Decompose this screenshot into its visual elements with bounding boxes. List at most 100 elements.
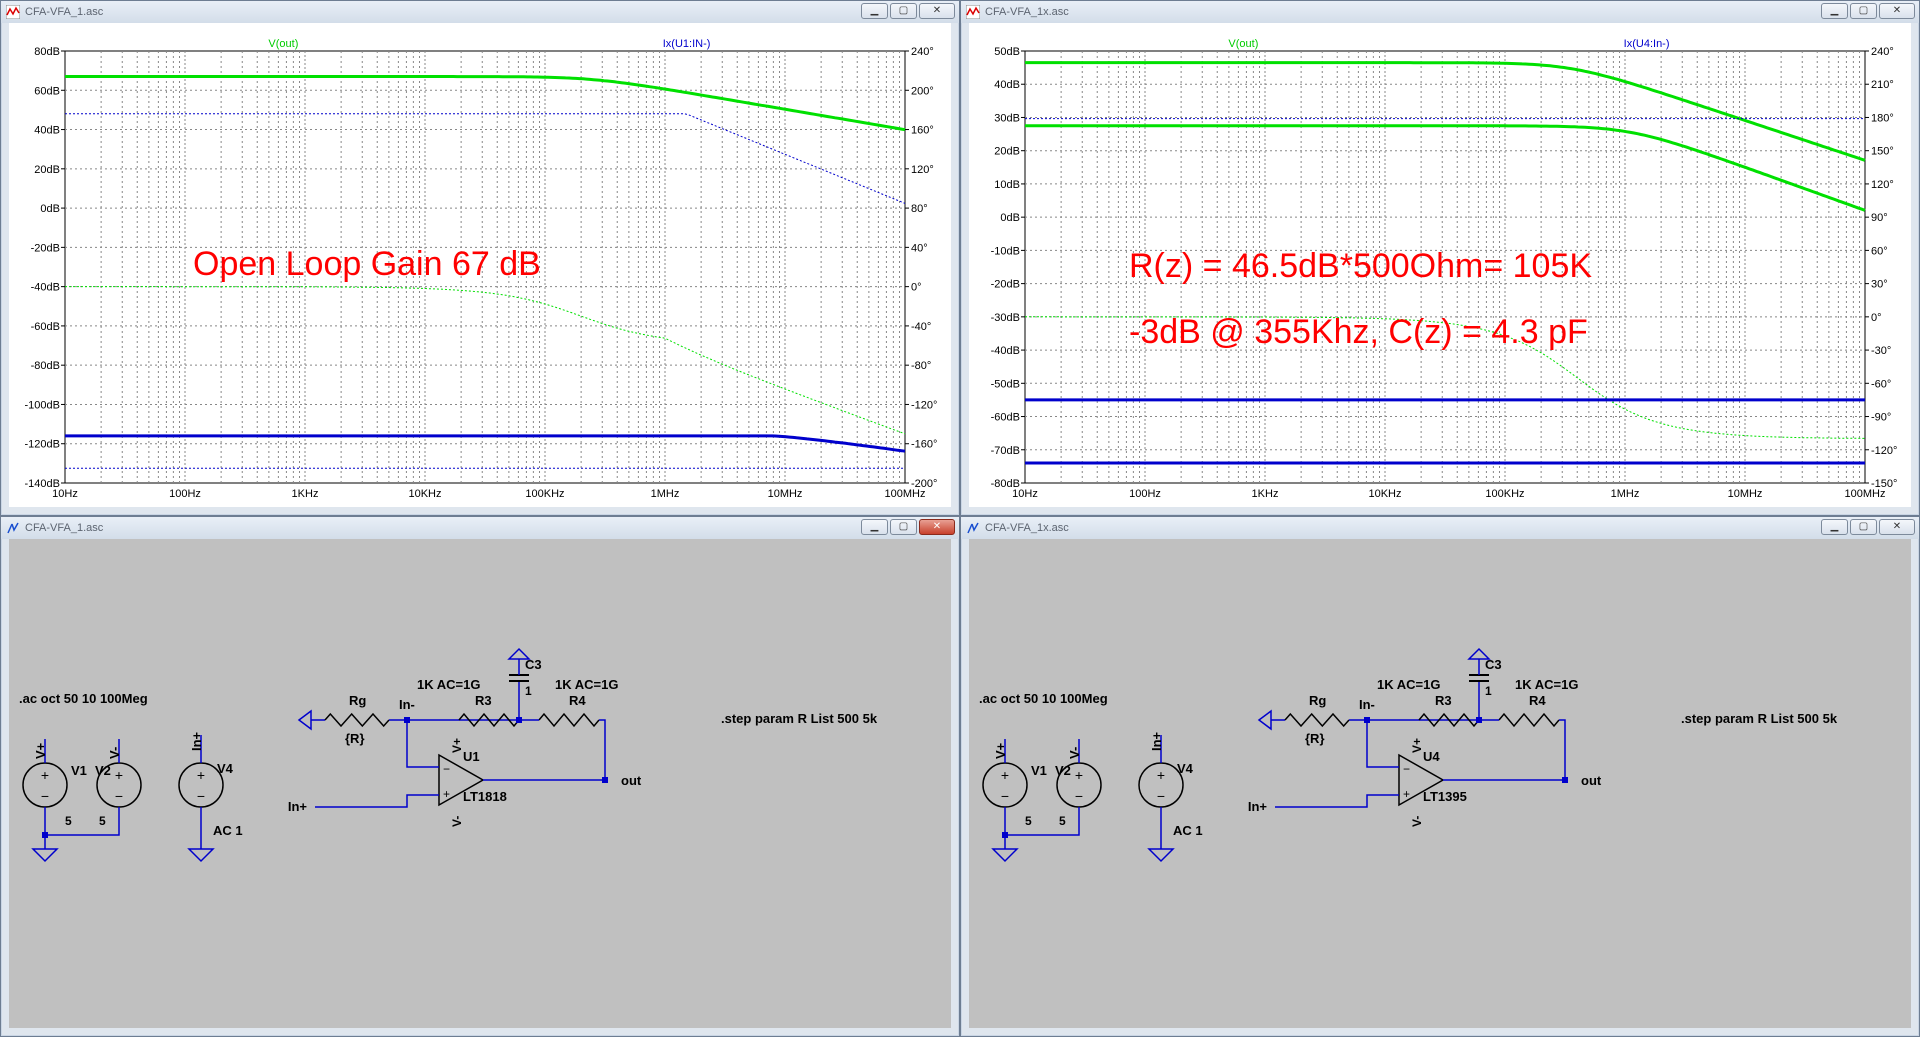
- trace-phase: [1025, 316, 1865, 439]
- v2-value: 5: [99, 814, 106, 828]
- in-minus-net-label: In-: [1359, 697, 1375, 712]
- bode-plot-2[interactable]: 50dB 240° 40dB 210° 30dB 180° 20dB 150° 10dB 120°…: [969, 23, 1913, 509]
- maximize-button[interactable]: ▢: [890, 3, 917, 19]
- right-tick-label: -30°: [1871, 345, 1891, 357]
- v1-value: 5: [65, 814, 72, 828]
- close-button[interactable]: ✕: [919, 519, 955, 535]
- plot-window-2-titlebar[interactable]: CFA-VFA_1x.asc ▁ ▢ ✕: [961, 1, 1919, 23]
- maximize-icon: ▢: [1858, 521, 1869, 532]
- minimize-button[interactable]: ▁: [1821, 3, 1848, 19]
- minimize-button[interactable]: ▁: [1821, 519, 1848, 535]
- resistor-r3: [458, 712, 520, 728]
- ac-directive: .ac oct 50 10 100Meg: [19, 691, 148, 706]
- minimize-button[interactable]: ▁: [861, 519, 888, 535]
- rg-label: Rg: [1309, 693, 1326, 708]
- x-tick-label: 10Hz: [1012, 488, 1038, 500]
- opamp-minus-pin: −: [1403, 762, 1410, 776]
- schematic-window-1-titlebar[interactable]: CFA-VFA_1.asc ▁ ▢ ✕: [1, 517, 959, 539]
- right-tick-label: 80°: [911, 203, 928, 215]
- close-button[interactable]: ✕: [919, 3, 955, 19]
- maximize-button[interactable]: ▢: [1850, 3, 1877, 19]
- close-icon: ✕: [932, 521, 942, 532]
- v1-source-plus: +: [41, 767, 49, 783]
- maximize-icon: ▢: [1858, 5, 1869, 16]
- in-plus-net-label: In+: [288, 799, 308, 814]
- window-title: CFA-VFA_1.asc: [25, 522, 104, 534]
- close-button[interactable]: ✕: [1879, 3, 1915, 19]
- opamp-minus-pin: −: [443, 762, 450, 776]
- schematic-icon: [7, 522, 19, 534]
- r3-value: 1K AC=1G: [1377, 677, 1440, 692]
- r4-label: R4: [569, 693, 586, 708]
- bode-plot-1[interactable]: 80dB 240° 60dB 200° 40dB 160° 20dB 120° 0dB 80° -2…: [9, 23, 953, 509]
- minimize-icon: ▁: [870, 521, 879, 532]
- wire: [1366, 720, 1399, 768]
- wire: [1004, 807, 1080, 836]
- right-tick-label: -90°: [1871, 412, 1891, 424]
- v4-source-minus: −: [197, 788, 205, 804]
- plot-window-1-titlebar[interactable]: CFA-VFA_1.asc ▁ ▢ ✕: [1, 1, 959, 23]
- v1-label: V1: [1031, 763, 1047, 778]
- left-tick-label: -100dB: [25, 399, 60, 411]
- v1-source-plus: +: [1001, 767, 1009, 783]
- plot-pane-2[interactable]: 50dB 240° 40dB 210° 30dB 180° 20dB 150° 10dB 120°…: [969, 23, 1911, 507]
- v4-source-plus: +: [1157, 767, 1165, 783]
- opamp-plus-pin: +: [1403, 787, 1410, 801]
- wire: [1559, 719, 1566, 780]
- ac-directive: .ac oct 50 10 100Meg: [979, 691, 1108, 706]
- plot-frame: [1024, 50, 1866, 484]
- left-tick-label: -20dB: [31, 242, 60, 254]
- v4-value: AC 1: [1173, 823, 1203, 838]
- maximize-button[interactable]: ▢: [890, 519, 917, 535]
- trace-magnitude: [65, 75, 906, 132]
- ground-symbol: [991, 848, 1019, 863]
- schematic-window-2-titlebar[interactable]: CFA-VFA_1x.asc ▁ ▢ ✕: [961, 517, 1919, 539]
- window-title: CFA-VFA_1x.asc: [985, 6, 1069, 18]
- schematic-pane-2[interactable]: .ac oct 50 10 100Meg .step param R List 5…: [969, 539, 1911, 1028]
- plot-window-2[interactable]: CFA-VFA_1x.asc ▁ ▢ ✕ 50dB 240° 40dB 210° 30d…: [960, 0, 1920, 516]
- right-tick-label: 200°: [911, 85, 934, 97]
- left-tick-label: -120dB: [25, 439, 60, 451]
- v2-source-minus: −: [115, 788, 123, 804]
- close-button[interactable]: ✕: [1879, 519, 1915, 535]
- left-tick-label: 50dB: [994, 46, 1020, 58]
- trace-magnitude-r500: [1025, 61, 1866, 162]
- step-directive: .step param R List 500 5k: [1681, 711, 1838, 726]
- plot-window-1[interactable]: CFA-VFA_1.asc ▁ ▢ ✕ 80dB 240° 60dB 200° 40dB…: [0, 0, 960, 516]
- right-tick-label: 120°: [911, 164, 934, 176]
- schematic-pane-1[interactable]: .ac oct 50 10 100Meg .step param R List 5…: [9, 539, 951, 1028]
- trace-label-current: Ix(U1:IN-): [663, 38, 711, 50]
- right-tick-label: 0°: [1871, 312, 1882, 324]
- ground-symbol: [1147, 848, 1175, 863]
- trace-magnitude-r5k: [1025, 124, 1866, 212]
- right-tick-label: -160°: [911, 439, 937, 451]
- c3-label: C3: [525, 657, 542, 672]
- left-tick-label: 20dB: [34, 164, 60, 176]
- right-tick-label: -60°: [1871, 378, 1891, 390]
- left-tick-label: -60dB: [31, 321, 60, 333]
- schematic-window-1[interactable]: CFA-VFA_1.asc ▁ ▢ ✕ .ac oct 50 10 100Meg…: [0, 516, 960, 1037]
- right-tick-label: 0°: [911, 282, 922, 294]
- v2-label: V2: [1055, 763, 1071, 778]
- left-tick-label: 0dB: [1000, 212, 1020, 224]
- left-tick-label: -80dB: [991, 478, 1020, 490]
- trace-current-phase: [65, 113, 906, 204]
- left-tick-label: -30dB: [991, 312, 1020, 324]
- left-tick-label: -140dB: [25, 478, 60, 490]
- schematic-window-2[interactable]: CFA-VFA_1x.asc ▁ ▢ ✕ .ac oct 50 10 100Me…: [960, 516, 1920, 1037]
- schematic-wires-1: .ac oct 50 10 100Meg .step param R List 5…: [19, 647, 878, 863]
- resistor-r4: [538, 712, 600, 728]
- right-tick-label: 90°: [1871, 212, 1888, 224]
- ground-symbol: [31, 848, 59, 863]
- maximize-button[interactable]: ▢: [1850, 519, 1877, 535]
- left-tick-label: 30dB: [994, 112, 1020, 124]
- right-tick-label: 120°: [1871, 179, 1894, 191]
- open-loop-gain-annotation: Open Loop Gain 67 dB: [193, 245, 541, 283]
- minimize-button[interactable]: ▁: [861, 3, 888, 19]
- plot-pane-1[interactable]: 80dB 240° 60dB 200° 40dB 160° 20dB 120° 0dB 80° -2…: [9, 23, 951, 507]
- r4-label: R4: [1529, 693, 1546, 708]
- x-tick-label: 10KHz: [1368, 488, 1401, 500]
- x-tick-label: 100KHz: [1485, 488, 1524, 500]
- minimize-icon: ▁: [1830, 521, 1839, 532]
- v1-net-label: V+: [33, 742, 48, 759]
